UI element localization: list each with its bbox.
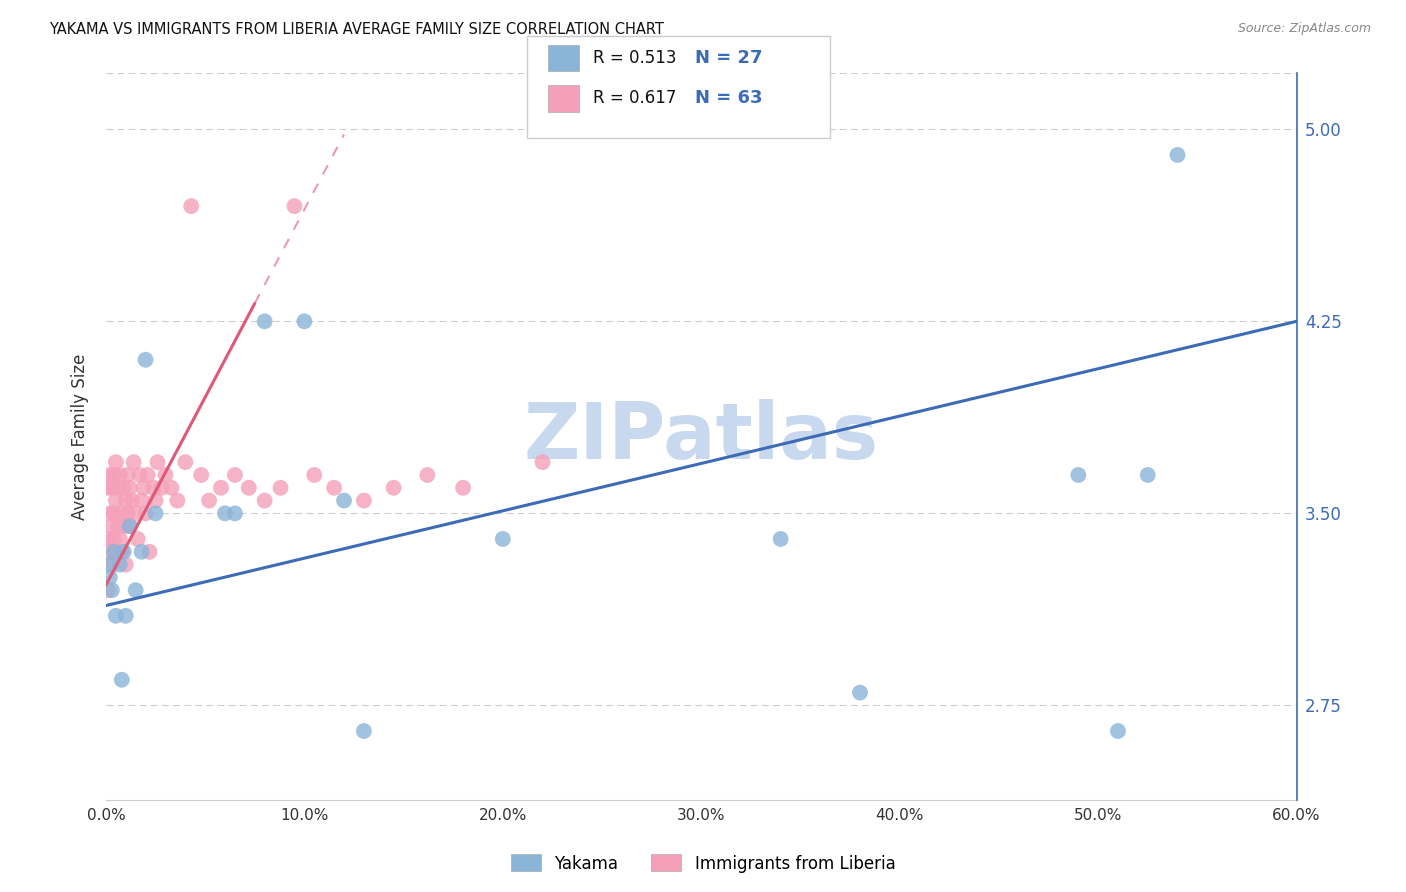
Point bbox=[104, 545, 127, 559]
Point bbox=[160, 481, 183, 495]
Point bbox=[142, 481, 165, 495]
Point bbox=[111, 507, 134, 521]
Point bbox=[353, 724, 375, 739]
Point bbox=[180, 199, 202, 213]
Point bbox=[238, 481, 260, 495]
Point bbox=[333, 493, 356, 508]
Point bbox=[101, 558, 124, 572]
Point bbox=[145, 507, 167, 521]
Point bbox=[1166, 148, 1188, 162]
Point bbox=[97, 558, 120, 572]
Point bbox=[132, 481, 155, 495]
Point bbox=[103, 507, 125, 521]
Point bbox=[145, 493, 167, 508]
Point bbox=[98, 507, 121, 521]
Point bbox=[98, 545, 121, 559]
Point bbox=[769, 532, 792, 546]
Point bbox=[1067, 467, 1090, 482]
Point bbox=[353, 493, 375, 508]
Text: YAKAMA VS IMMIGRANTS FROM LIBERIA AVERAGE FAMILY SIZE CORRELATION CHART: YAKAMA VS IMMIGRANTS FROM LIBERIA AVERAG… bbox=[49, 22, 664, 37]
Point bbox=[97, 583, 120, 598]
Point bbox=[214, 507, 236, 521]
Point bbox=[98, 467, 121, 482]
Point bbox=[128, 467, 150, 482]
Point bbox=[150, 481, 173, 495]
Point bbox=[224, 507, 246, 521]
Point bbox=[118, 519, 141, 533]
Point bbox=[849, 685, 872, 699]
Text: R = 0.617: R = 0.617 bbox=[593, 89, 676, 107]
Point bbox=[209, 481, 232, 495]
Point bbox=[108, 532, 131, 546]
Point bbox=[416, 467, 439, 482]
Legend: Yakama, Immigrants from Liberia: Yakama, Immigrants from Liberia bbox=[503, 847, 903, 880]
Point bbox=[283, 199, 305, 213]
Point bbox=[104, 493, 127, 508]
Point bbox=[382, 481, 405, 495]
Point bbox=[124, 507, 146, 521]
Point bbox=[146, 455, 169, 469]
Point bbox=[103, 467, 125, 482]
Point bbox=[97, 532, 120, 546]
Text: N = 63: N = 63 bbox=[695, 89, 762, 107]
Point bbox=[122, 455, 145, 469]
Point bbox=[112, 545, 135, 559]
Point bbox=[323, 481, 346, 495]
Point bbox=[104, 455, 127, 469]
Point bbox=[101, 481, 124, 495]
Point bbox=[112, 481, 135, 495]
Point bbox=[131, 493, 153, 508]
Point bbox=[112, 519, 135, 533]
Point bbox=[101, 583, 124, 598]
Point bbox=[253, 493, 276, 508]
Point bbox=[97, 481, 120, 495]
Point bbox=[103, 532, 125, 546]
Point bbox=[108, 467, 131, 482]
Point bbox=[114, 608, 136, 623]
Text: Source: ZipAtlas.com: Source: ZipAtlas.com bbox=[1237, 22, 1371, 36]
Point bbox=[98, 570, 121, 584]
Point bbox=[107, 481, 129, 495]
Point bbox=[114, 558, 136, 572]
Point bbox=[108, 558, 131, 572]
Point bbox=[253, 314, 276, 328]
Text: ZIPatlas: ZIPatlas bbox=[524, 399, 879, 475]
Point bbox=[198, 493, 221, 508]
Point bbox=[135, 507, 157, 521]
Text: R = 0.513: R = 0.513 bbox=[593, 49, 676, 67]
Point bbox=[190, 467, 212, 482]
Point bbox=[270, 481, 292, 495]
Point bbox=[138, 545, 160, 559]
Point bbox=[155, 467, 177, 482]
Point bbox=[111, 545, 134, 559]
Point bbox=[124, 583, 146, 598]
Point bbox=[111, 673, 134, 687]
Point bbox=[114, 493, 136, 508]
Point bbox=[492, 532, 515, 546]
Text: N = 27: N = 27 bbox=[695, 49, 762, 67]
Point bbox=[304, 467, 326, 482]
Point bbox=[118, 519, 141, 533]
Point bbox=[118, 481, 141, 495]
Point bbox=[136, 467, 159, 482]
Point bbox=[1136, 467, 1159, 482]
Point bbox=[117, 467, 139, 482]
Point bbox=[117, 507, 139, 521]
Point bbox=[103, 545, 125, 559]
Point bbox=[135, 352, 157, 367]
Point bbox=[101, 519, 124, 533]
Point bbox=[224, 467, 246, 482]
Point bbox=[531, 455, 554, 469]
Point bbox=[127, 532, 149, 546]
Point bbox=[107, 519, 129, 533]
Point bbox=[1107, 724, 1129, 739]
Point bbox=[104, 608, 127, 623]
Point bbox=[174, 455, 197, 469]
Point bbox=[131, 545, 153, 559]
Point bbox=[121, 493, 143, 508]
Point bbox=[292, 314, 315, 328]
Point bbox=[451, 481, 474, 495]
Point bbox=[166, 493, 188, 508]
Y-axis label: Average Family Size: Average Family Size bbox=[72, 353, 89, 520]
